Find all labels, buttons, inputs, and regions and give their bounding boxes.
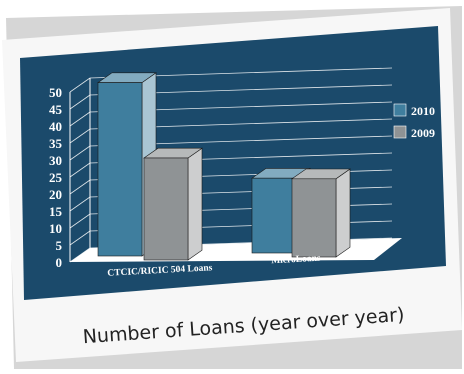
y-tick-label: 45 (49, 102, 63, 117)
bar-front (97, 82, 143, 257)
bar-2009-microloans (291, 168, 351, 258)
bar-2009-ctcic (143, 147, 203, 261)
gridline-depth (69, 111, 91, 127)
y-tick-label: 15 (49, 204, 63, 219)
gridline-depth (69, 128, 91, 144)
legend-label-2009: 2009 (411, 126, 435, 140)
y-tick-label: 25 (49, 170, 63, 185)
gridline-depth (69, 196, 91, 212)
gridline-depth (69, 77, 91, 93)
legend-swatch-2010 (393, 103, 407, 117)
gridline-depth (69, 179, 91, 195)
y-tick-label: 40 (49, 119, 62, 134)
gridline-depth (69, 213, 91, 229)
gridline-depth (69, 162, 91, 178)
gridline-depth (69, 230, 91, 246)
bar-front (143, 157, 189, 261)
legend-swatch-2009 (393, 125, 407, 139)
gridline-depth (69, 145, 91, 161)
bar-side (187, 147, 203, 261)
legend-label-2010: 2010 (411, 104, 435, 118)
y-tick-label: 30 (49, 153, 62, 168)
gridline-depth (69, 94, 91, 110)
y-tick-label: 20 (49, 187, 62, 202)
y-tick-label: 0 (56, 255, 63, 270)
legend: 2010 2009 (393, 103, 435, 140)
y-tick-label: 5 (56, 238, 63, 253)
bar-front (251, 177, 297, 254)
y-tick-label: 35 (49, 136, 63, 151)
x-tick-label: MicroLoans (271, 254, 321, 267)
y-tick-label: 50 (49, 85, 62, 100)
bar-front (291, 178, 337, 258)
y-tick-label: 10 (49, 221, 62, 236)
bar-side (335, 168, 351, 258)
